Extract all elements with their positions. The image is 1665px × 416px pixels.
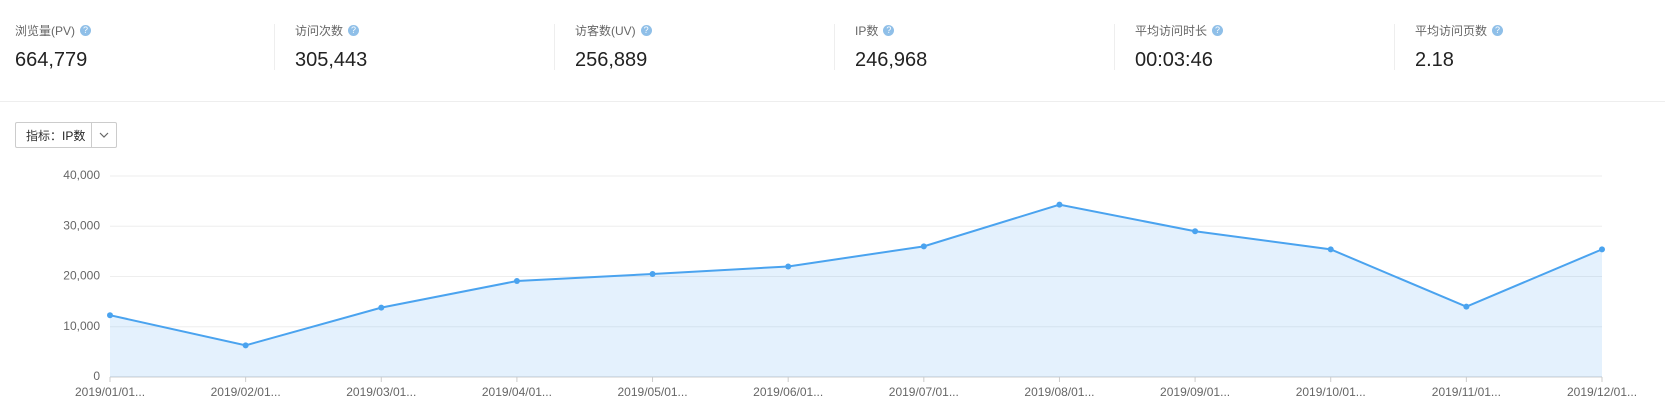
stat: 平均访问时长? 00:03:46: [1135, 22, 1395, 72]
point: [107, 312, 113, 319]
stat-label-row: 平均访问时长?: [1135, 22, 1395, 39]
point: [1192, 228, 1199, 235]
help-icon[interactable]: ?: [1212, 25, 1224, 36]
help-icon[interactable]: ?: [348, 25, 360, 36]
x-tick-label: 2019/07/01...: [889, 385, 959, 399]
help-icon[interactable]: ?: [1492, 25, 1504, 36]
divider: [834, 24, 835, 70]
y-tick-label: 10,000: [63, 319, 100, 333]
stat-value: 00:03:46: [1135, 49, 1213, 71]
divider: [1114, 24, 1115, 70]
stat: 浏览量(PV)? 664,779: [15, 22, 275, 72]
stat-label-row: 平均访问页数?: [1415, 22, 1665, 39]
x-tick-label: 2019/08/01...: [1024, 385, 1094, 399]
point: [1599, 246, 1605, 253]
point: [1056, 201, 1063, 208]
x-tick-label: 2019/11/01...: [1432, 385, 1501, 399]
selector-label-text: 指标：: [26, 128, 63, 143]
area: [110, 204, 1602, 377]
stat-value: 256,889: [575, 49, 648, 71]
separator: [0, 101, 1665, 102]
x-tick-label: 2019/03/01...: [346, 385, 416, 399]
line: [109, 203, 1603, 347]
x-tick-label: 2019/04/01...: [482, 385, 552, 399]
stat-label-row: 访问次数?: [295, 22, 555, 39]
stat-label: 平均访问时长: [1135, 24, 1208, 38]
help-icon[interactable]: ?: [640, 25, 652, 36]
point: [513, 278, 520, 285]
point: [378, 304, 385, 311]
stat-value: 246,968: [855, 49, 928, 71]
stat-label: IP数: [855, 24, 879, 38]
stat: 平均访问页数? 2.18: [1415, 22, 1665, 72]
metric-selector[interactable]: 指标：IP数: [15, 122, 118, 148]
selector-value: IP数: [62, 128, 86, 143]
stat-label-row: IP数?: [855, 22, 1115, 39]
y-tick-label: 40,000: [63, 168, 100, 182]
x-tick-label: 2019/06/01...: [753, 385, 823, 399]
point: [920, 243, 927, 250]
stat: IP数? 246,968: [855, 22, 1115, 72]
y-tick-label: 20,000: [63, 269, 100, 283]
stat-label: 访客数(UV): [575, 24, 636, 38]
x-tick-label: 2019/01/01...: [75, 385, 145, 399]
stat: 访客数(UV)? 256,889: [575, 22, 835, 72]
x-tick-label: 2019/09/01...: [1160, 385, 1230, 399]
selector-label: 指标：IP数: [16, 127, 91, 144]
y-tick-label: 30,000: [63, 218, 100, 232]
stat-value: 305,443: [295, 49, 368, 71]
point: [785, 263, 792, 270]
dropdown-arrow[interactable]: [91, 123, 116, 147]
point: [649, 270, 656, 277]
y-tick-label: 0: [93, 369, 100, 383]
point: [1463, 303, 1470, 310]
stat-label: 访问次数: [295, 24, 344, 38]
x-tick-label: 2019/05/01...: [618, 385, 688, 399]
point: [242, 342, 249, 349]
stat-label-row: 浏览量(PV)?: [15, 22, 275, 39]
divider: [554, 24, 555, 70]
help-icon[interactable]: ?: [883, 25, 895, 36]
stat-label: 浏览量(PV): [15, 24, 76, 38]
stat: 访问次数? 305,443: [295, 22, 555, 72]
stat-label: 平均访问页数: [1415, 24, 1488, 38]
help-icon[interactable]: ?: [80, 25, 92, 36]
stat-value: 2.18: [1415, 49, 1454, 71]
divider: [1394, 24, 1395, 70]
x-tick-label: 2019/02/01...: [211, 385, 281, 399]
stat-value: 664,779: [15, 49, 88, 71]
divider: [274, 24, 275, 70]
x-tick-label: 2019/12/01...: [1567, 385, 1637, 399]
arrow-icon: [99, 132, 109, 138]
point: [1327, 246, 1334, 253]
stat-label-row: 访客数(UV)?: [575, 22, 835, 39]
x-tick-label: 2019/10/01...: [1296, 385, 1366, 399]
